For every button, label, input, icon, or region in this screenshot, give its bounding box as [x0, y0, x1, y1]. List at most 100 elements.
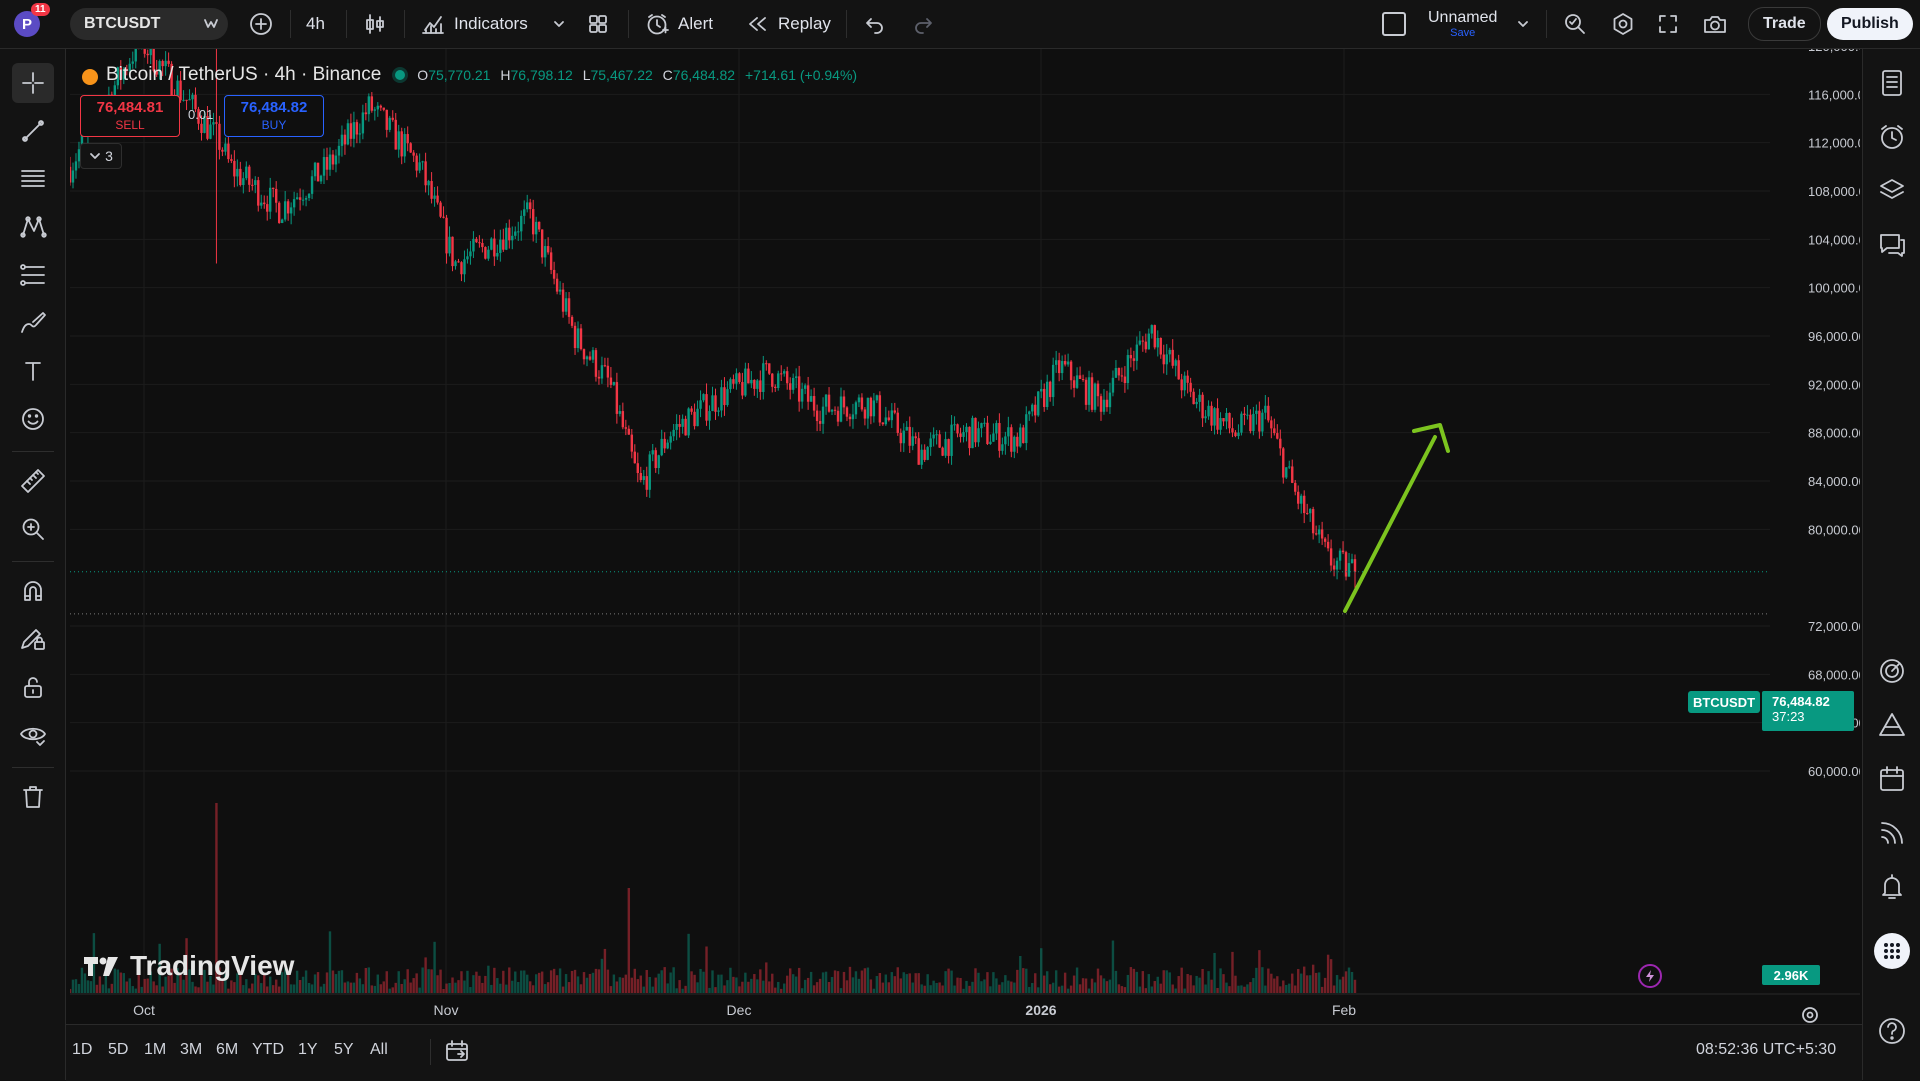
watchlist-icon[interactable] [1870, 61, 1914, 105]
candle-body [741, 381, 744, 396]
products-grid-icon[interactable] [1870, 929, 1914, 973]
tradingview-watermark[interactable]: TradingView [84, 950, 294, 982]
volume-bar [830, 977, 834, 993]
alerts-clock-icon[interactable] [1870, 115, 1914, 159]
volume-bar [537, 972, 541, 993]
layout-name-button[interactable]: Unnamed Save [1428, 0, 1497, 48]
chart-pane[interactable]: 120,000.00 116,000.00 112,000.00 108,000.00… [70, 49, 1860, 1024]
symbol-search[interactable]: BTCUSDT [70, 0, 228, 48]
range-button-5y[interactable]: 5Y [334, 1041, 354, 1058]
indicators-dropdown-icon[interactable] [552, 0, 566, 48]
range-button-ytd[interactable]: YTD [252, 1041, 284, 1058]
sell-button[interactable]: 76,484.81 SELL [80, 95, 180, 137]
candle-body [1243, 413, 1246, 415]
visibility-eye-icon[interactable] [12, 715, 54, 755]
candle-body [962, 432, 965, 437]
candle-body [1335, 560, 1339, 570]
range-button-1d[interactable]: 1D [72, 1041, 93, 1058]
drawing-mode-icon[interactable] [12, 619, 54, 659]
hotlists-target-icon[interactable] [1870, 649, 1914, 693]
range-button-all[interactable]: All [370, 1041, 388, 1058]
volume-bar [989, 986, 992, 993]
utc-clock[interactable]: 08:52:36 UTC+5:30 [1696, 1041, 1837, 1058]
help-icon[interactable] [1870, 1009, 1914, 1053]
volume-bar [663, 967, 666, 993]
crosshair-icon[interactable] [12, 63, 54, 103]
volume-bar [1234, 975, 1237, 993]
calendar-icon[interactable] [1870, 757, 1914, 801]
date-range-calendar-icon[interactable] [444, 1039, 470, 1063]
notifications-bell-icon[interactable] [1870, 865, 1914, 909]
volume-bar [609, 986, 613, 993]
redo-icon[interactable] [912, 0, 934, 48]
trend-arrow-line[interactable] [1343, 435, 1437, 613]
text-icon[interactable] [12, 351, 54, 391]
layout-dropdown-icon[interactable] [1516, 0, 1530, 48]
range-button-1m[interactable]: 1M [144, 1041, 167, 1058]
emoji-icon[interactable] [12, 399, 54, 439]
volume-bar [1332, 985, 1336, 993]
range-button-3m[interactable]: 3M [180, 1041, 203, 1058]
candle-body [391, 117, 394, 120]
price-chart[interactable]: 120,000.00 116,000.00 112,000.00 108,000.00… [70, 49, 1860, 1024]
user-avatar[interactable]: P 11 [14, 0, 50, 48]
trade-button[interactable]: Trade [1748, 0, 1821, 48]
ruler-icon[interactable] [12, 461, 54, 501]
volume-bar [1034, 973, 1037, 993]
collapse-indicators-button[interactable]: 3 [80, 143, 122, 169]
symbol-legend[interactable]: Bitcoin / TetherUS · 4h · Binance O75,77… [82, 63, 857, 87]
news-feed-icon[interactable] [1870, 811, 1914, 855]
candle-body [286, 201, 290, 214]
chart-type-icon[interactable] [364, 0, 386, 48]
magnet-icon[interactable] [12, 571, 54, 611]
candle-body [998, 423, 1001, 451]
range-button-5d[interactable]: 5D [108, 1041, 129, 1058]
lightning-event-icon[interactable] [1638, 964, 1662, 988]
lock-icon[interactable] [12, 667, 54, 707]
forecasting-icon[interactable] [12, 255, 54, 295]
volume-bar [780, 988, 783, 993]
trash-icon[interactable] [12, 777, 54, 817]
range-button-1y[interactable]: 1Y [298, 1041, 318, 1058]
object-tree-layers-icon[interactable] [1870, 169, 1914, 213]
volume-bar [1043, 975, 1046, 993]
undo-icon[interactable] [864, 0, 886, 48]
range-button-6m[interactable]: 6M [216, 1041, 239, 1058]
candle-body [334, 155, 338, 165]
interval-button[interactable]: 4h [306, 0, 325, 48]
candle-body [520, 215, 523, 232]
trend-arrow-head[interactable] [1412, 423, 1450, 453]
candle-body [355, 122, 359, 135]
publish-button[interactable]: Publish [1827, 0, 1913, 48]
fullscreen-icon[interactable] [1656, 0, 1680, 48]
candle-body [331, 154, 335, 165]
zoom-in-icon[interactable] [12, 509, 54, 549]
chat-icon[interactable] [1870, 223, 1914, 267]
trend-line-icon[interactable] [12, 111, 54, 151]
settings-gear-icon[interactable] [1610, 0, 1636, 48]
alert-button[interactable]: Alert [644, 0, 713, 48]
snapshot-camera-icon[interactable] [1702, 0, 1728, 48]
volume-bar [1282, 980, 1285, 993]
volume-bar [490, 984, 493, 993]
volume-bar [797, 967, 801, 993]
layout-checkbox[interactable] [1382, 0, 1406, 48]
compare-icon[interactable] [200, 0, 224, 48]
volume-bar [269, 976, 272, 993]
quick-search-icon[interactable] [1562, 0, 1588, 48]
layout-grid-icon[interactable] [586, 0, 610, 48]
add-symbol-icon[interactable] [248, 0, 274, 48]
volume-bar [182, 979, 185, 993]
volume-bar [543, 984, 547, 993]
replay-button[interactable]: Replay [746, 0, 831, 48]
volume-bar [914, 973, 917, 993]
volume-bar [1192, 985, 1195, 993]
time-axis-settings-icon[interactable] [1800, 1005, 1820, 1025]
buy-button[interactable]: 76,484.82 BUY [224, 95, 324, 137]
pattern-icon[interactable] [12, 207, 54, 247]
candle-body [239, 168, 242, 186]
ideas-pyramid-icon[interactable] [1870, 703, 1914, 747]
brush-icon[interactable] [12, 303, 54, 343]
indicators-button[interactable]: Indicators [420, 0, 528, 48]
fib-retracement-icon[interactable] [12, 159, 54, 199]
